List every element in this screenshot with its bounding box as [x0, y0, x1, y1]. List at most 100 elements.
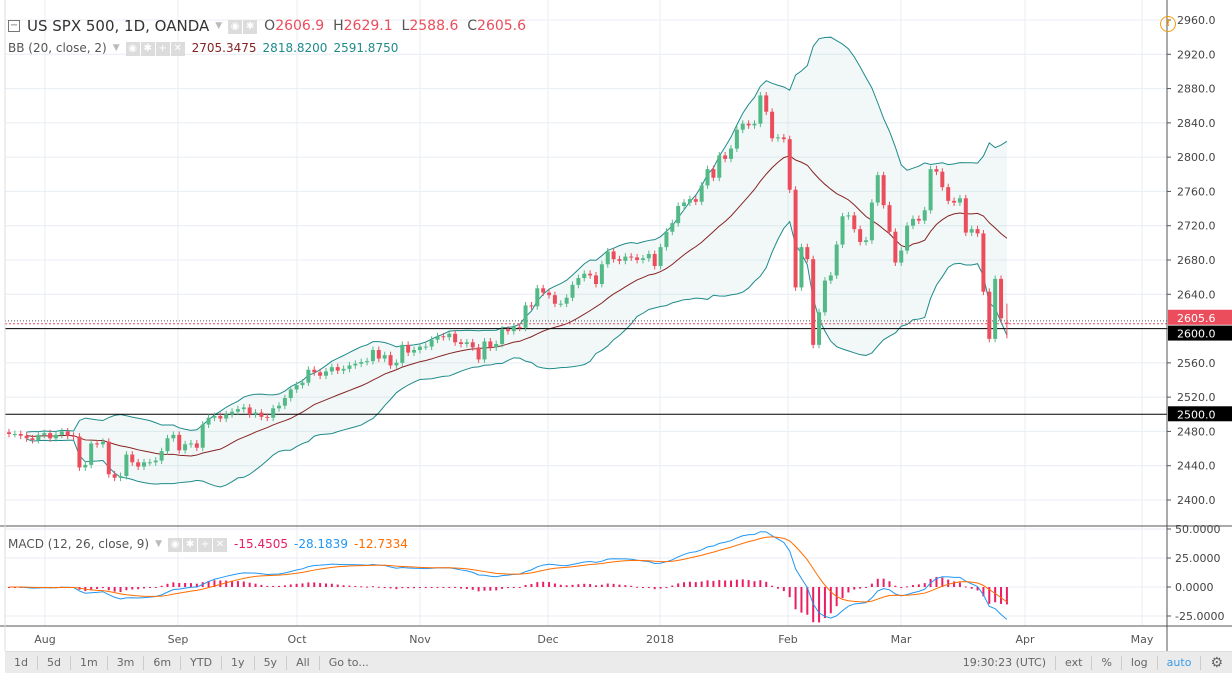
- candle-up: [828, 275, 833, 281]
- clock: 19:30:23 (UTC): [954, 655, 1057, 670]
- candle-down: [112, 474, 117, 478]
- x-tick-label: May: [1131, 633, 1154, 646]
- macd-signal-line: [9, 536, 1008, 603]
- candle-up: [500, 329, 505, 344]
- chevron-down-icon[interactable]: ▼: [112, 43, 120, 53]
- gear-icon[interactable]: ✱: [140, 42, 155, 56]
- log-toggle[interactable]: log: [1122, 655, 1158, 670]
- candle-down: [505, 329, 510, 332]
- macd-histogram-bar: [342, 585, 345, 587]
- gear-icon[interactable]: ✱: [243, 20, 258, 34]
- range-1d[interactable]: 1d: [5, 655, 38, 670]
- candle-down: [24, 435, 29, 439]
- price-tag: [1168, 309, 1232, 325]
- macd-histogram-bar: [495, 587, 498, 591]
- bb-fill: [26, 37, 1007, 488]
- chevron-down-icon[interactable]: ▼: [215, 21, 223, 31]
- candle-up: [124, 454, 129, 476]
- macd-histogram-bar: [565, 585, 568, 587]
- macd-histogram-bar: [489, 587, 492, 591]
- macd-histogram-bar: [301, 583, 304, 587]
- candle-down: [787, 139, 792, 190]
- range-5y[interactable]: 5y: [255, 655, 288, 670]
- percent-toggle[interactable]: %: [1092, 655, 1122, 670]
- macd-histogram-bar: [683, 582, 686, 587]
- candle-up: [640, 258, 645, 260]
- macd-histogram-bar: [242, 581, 245, 587]
- candle-up: [394, 362, 399, 366]
- candle-down: [18, 434, 23, 436]
- candle-down: [987, 291, 992, 339]
- macd-tick-label: 25.0000: [1175, 552, 1221, 565]
- candle-up: [605, 251, 610, 265]
- macd-histogram-bar: [982, 587, 985, 597]
- eye-icon[interactable]: ◉: [228, 20, 243, 34]
- macd-histogram-bar: [964, 586, 967, 588]
- candle-up: [183, 444, 188, 451]
- plus-icon[interactable]: +: [155, 42, 170, 56]
- macd-histogram-bar: [583, 583, 586, 587]
- plus-icon[interactable]: +: [198, 538, 213, 552]
- eye-icon[interactable]: ◉: [168, 538, 183, 552]
- settings-gear-icon[interactable]: ⚙: [1210, 654, 1223, 671]
- goto-button[interactable]: Go to...: [328, 655, 369, 669]
- candle-up: [752, 123, 757, 126]
- auto-toggle[interactable]: auto: [1158, 655, 1202, 670]
- chart-canvas[interactable]: Aug Sep Oct Nov Dec 2018 Feb Mar Apr May 2400.0 244…: [0, 0, 1232, 651]
- candle-up: [676, 206, 681, 224]
- price-tick-label: 2880.0: [1177, 83, 1216, 96]
- macd-histogram-bar: [207, 580, 210, 587]
- collapse-icon[interactable]: −: [8, 20, 20, 32]
- candle-down: [811, 259, 816, 345]
- range-3m[interactable]: 3m: [108, 655, 145, 670]
- candle-up: [494, 344, 499, 348]
- candle-up: [734, 129, 739, 149]
- range-all[interactable]: All: [287, 655, 320, 670]
- macd-histogram-bar: [389, 587, 392, 589]
- macd-tick-label: -25.0000: [1175, 610, 1224, 623]
- macd-histogram-bar: [471, 587, 474, 590]
- candle-down: [259, 412, 264, 417]
- candle-down: [805, 247, 810, 260]
- macd-histogram-bar: [571, 584, 574, 587]
- bb-upper-value: 2818.8200: [262, 41, 328, 55]
- candle-up: [359, 362, 364, 364]
- price-tag: [1168, 325, 1232, 341]
- candle-down: [95, 443, 100, 445]
- alert-icon[interactable]: !: [1160, 16, 1176, 32]
- close-label: C: [467, 18, 478, 34]
- close-value: 2605.6: [477, 18, 527, 34]
- candle-up: [329, 367, 334, 372]
- macd-label[interactable]: MACD (12, 26, close, 9): [8, 537, 150, 551]
- candle-up: [212, 416, 217, 418]
- macd-histogram-bar: [859, 587, 862, 589]
- close-icon[interactable]: ✕: [213, 538, 228, 552]
- range-1y[interactable]: 1y: [222, 655, 255, 670]
- candle-down: [218, 416, 223, 419]
- ext-toggle[interactable]: ext: [1056, 655, 1093, 670]
- candle-up: [306, 369, 311, 383]
- range-5d[interactable]: 5d: [38, 655, 71, 670]
- gear-icon[interactable]: ✱: [183, 538, 198, 552]
- macd-histogram-bar: [225, 580, 228, 587]
- macd-value: -28.1839: [294, 537, 348, 551]
- close-icon[interactable]: ✕: [170, 42, 185, 56]
- macd-histogram-bar: [430, 587, 433, 588]
- range-ytd[interactable]: YTD: [181, 655, 223, 670]
- range-6m[interactable]: 6m: [144, 655, 182, 670]
- macd-histogram-bar: [231, 580, 234, 587]
- chevron-down-icon[interactable]: ▼: [155, 539, 163, 549]
- macd-histogram-bar: [724, 580, 727, 587]
- macd-histogram-bar: [853, 587, 856, 590]
- candle-up: [599, 264, 604, 284]
- eye-icon[interactable]: ◉: [125, 42, 140, 56]
- price-tag-label: 2605.6: [1177, 312, 1216, 325]
- range-1m[interactable]: 1m: [71, 655, 108, 670]
- macd-histogram-bar: [600, 584, 603, 587]
- candle-up: [241, 407, 246, 410]
- symbol-title[interactable]: US SPX 500, 1D, OANDA: [27, 17, 210, 35]
- macd-histogram-bar: [96, 587, 99, 589]
- bb-label[interactable]: BB (20, close, 2): [8, 41, 107, 55]
- candle-up: [705, 169, 710, 186]
- candle-down: [547, 292, 552, 296]
